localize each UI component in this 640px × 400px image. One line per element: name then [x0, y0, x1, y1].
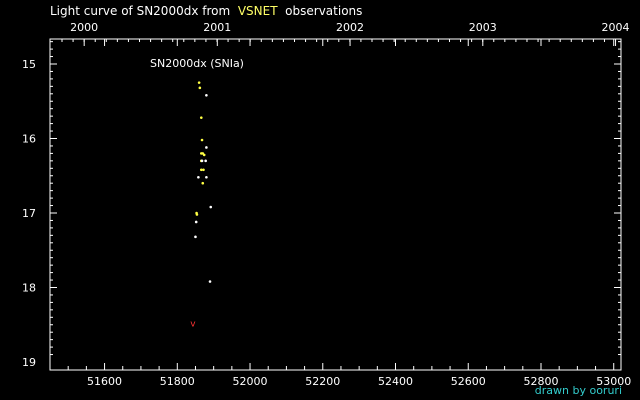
- plot-frame: [49, 38, 622, 371]
- x-tick-label: 51600: [87, 375, 122, 388]
- visual-observation-point: [201, 181, 205, 185]
- ccd-observation-point: [194, 220, 198, 224]
- ccd-observation-point: [205, 175, 208, 179]
- visual-observation-point: [197, 81, 201, 84]
- visual-observation-point: [199, 116, 203, 119]
- y-tick-label: 18: [22, 282, 36, 295]
- ccd-observation-point: [205, 93, 208, 97]
- chart-title: Light curve of SN2000dx from VSNET obser…: [50, 4, 362, 18]
- ccd-observation-point: [197, 175, 200, 179]
- visual-observation-point: [202, 153, 206, 157]
- y-tick-label: 19: [22, 356, 36, 369]
- upper-limit-point: v: [190, 319, 196, 329]
- visual-observation-point: [202, 168, 205, 172]
- x-tick-label: 52000: [233, 375, 268, 388]
- data-points: v: [190, 81, 213, 329]
- axis-ticks: [50, 39, 621, 370]
- top-year-label: 2000: [70, 21, 98, 34]
- x-tick-label: 52600: [451, 375, 486, 388]
- axis-tick-labels: 51600 51800 52000 52200 52400 52600 52800 53000…: [22, 21, 631, 388]
- visual-observation-point: [200, 138, 204, 142]
- visual-observation-point: [195, 213, 199, 216]
- ccd-observation-point: [200, 159, 204, 163]
- visual-observation-point: [199, 168, 203, 172]
- x-tick-label: 51800: [160, 375, 195, 388]
- credit-text: drawn by ooruri: [534, 384, 622, 397]
- x-tick-label: 52400: [378, 375, 413, 388]
- y-tick-label: 17: [22, 207, 36, 220]
- y-tick-label: 16: [22, 133, 36, 146]
- x-tick-label: 53000: [596, 375, 631, 388]
- ccd-observation-point: [205, 146, 208, 149]
- ccd-observation-point: [208, 280, 212, 283]
- visual-observation-point: [198, 86, 202, 90]
- object-annotation: SN2000dx (SNIa): [150, 57, 244, 70]
- x-tick-label: 52800: [523, 375, 558, 388]
- title-prefix: Light curve of SN2000dx from: [50, 4, 231, 18]
- top-year-label: 2001: [203, 21, 231, 34]
- x-tick-label: 52200: [305, 375, 340, 388]
- top-year-label: 2002: [336, 21, 364, 34]
- title-suffix: observations: [285, 4, 363, 18]
- top-year-label: 2003: [469, 21, 497, 34]
- top-year-label: 2004: [602, 21, 630, 34]
- ccd-observation-point: [194, 235, 197, 239]
- ccd-observation-point: [204, 159, 207, 163]
- y-tick-label: 15: [22, 58, 36, 71]
- ccd-observation-point: [209, 205, 213, 209]
- title-vsnet: VSNET: [237, 4, 278, 18]
